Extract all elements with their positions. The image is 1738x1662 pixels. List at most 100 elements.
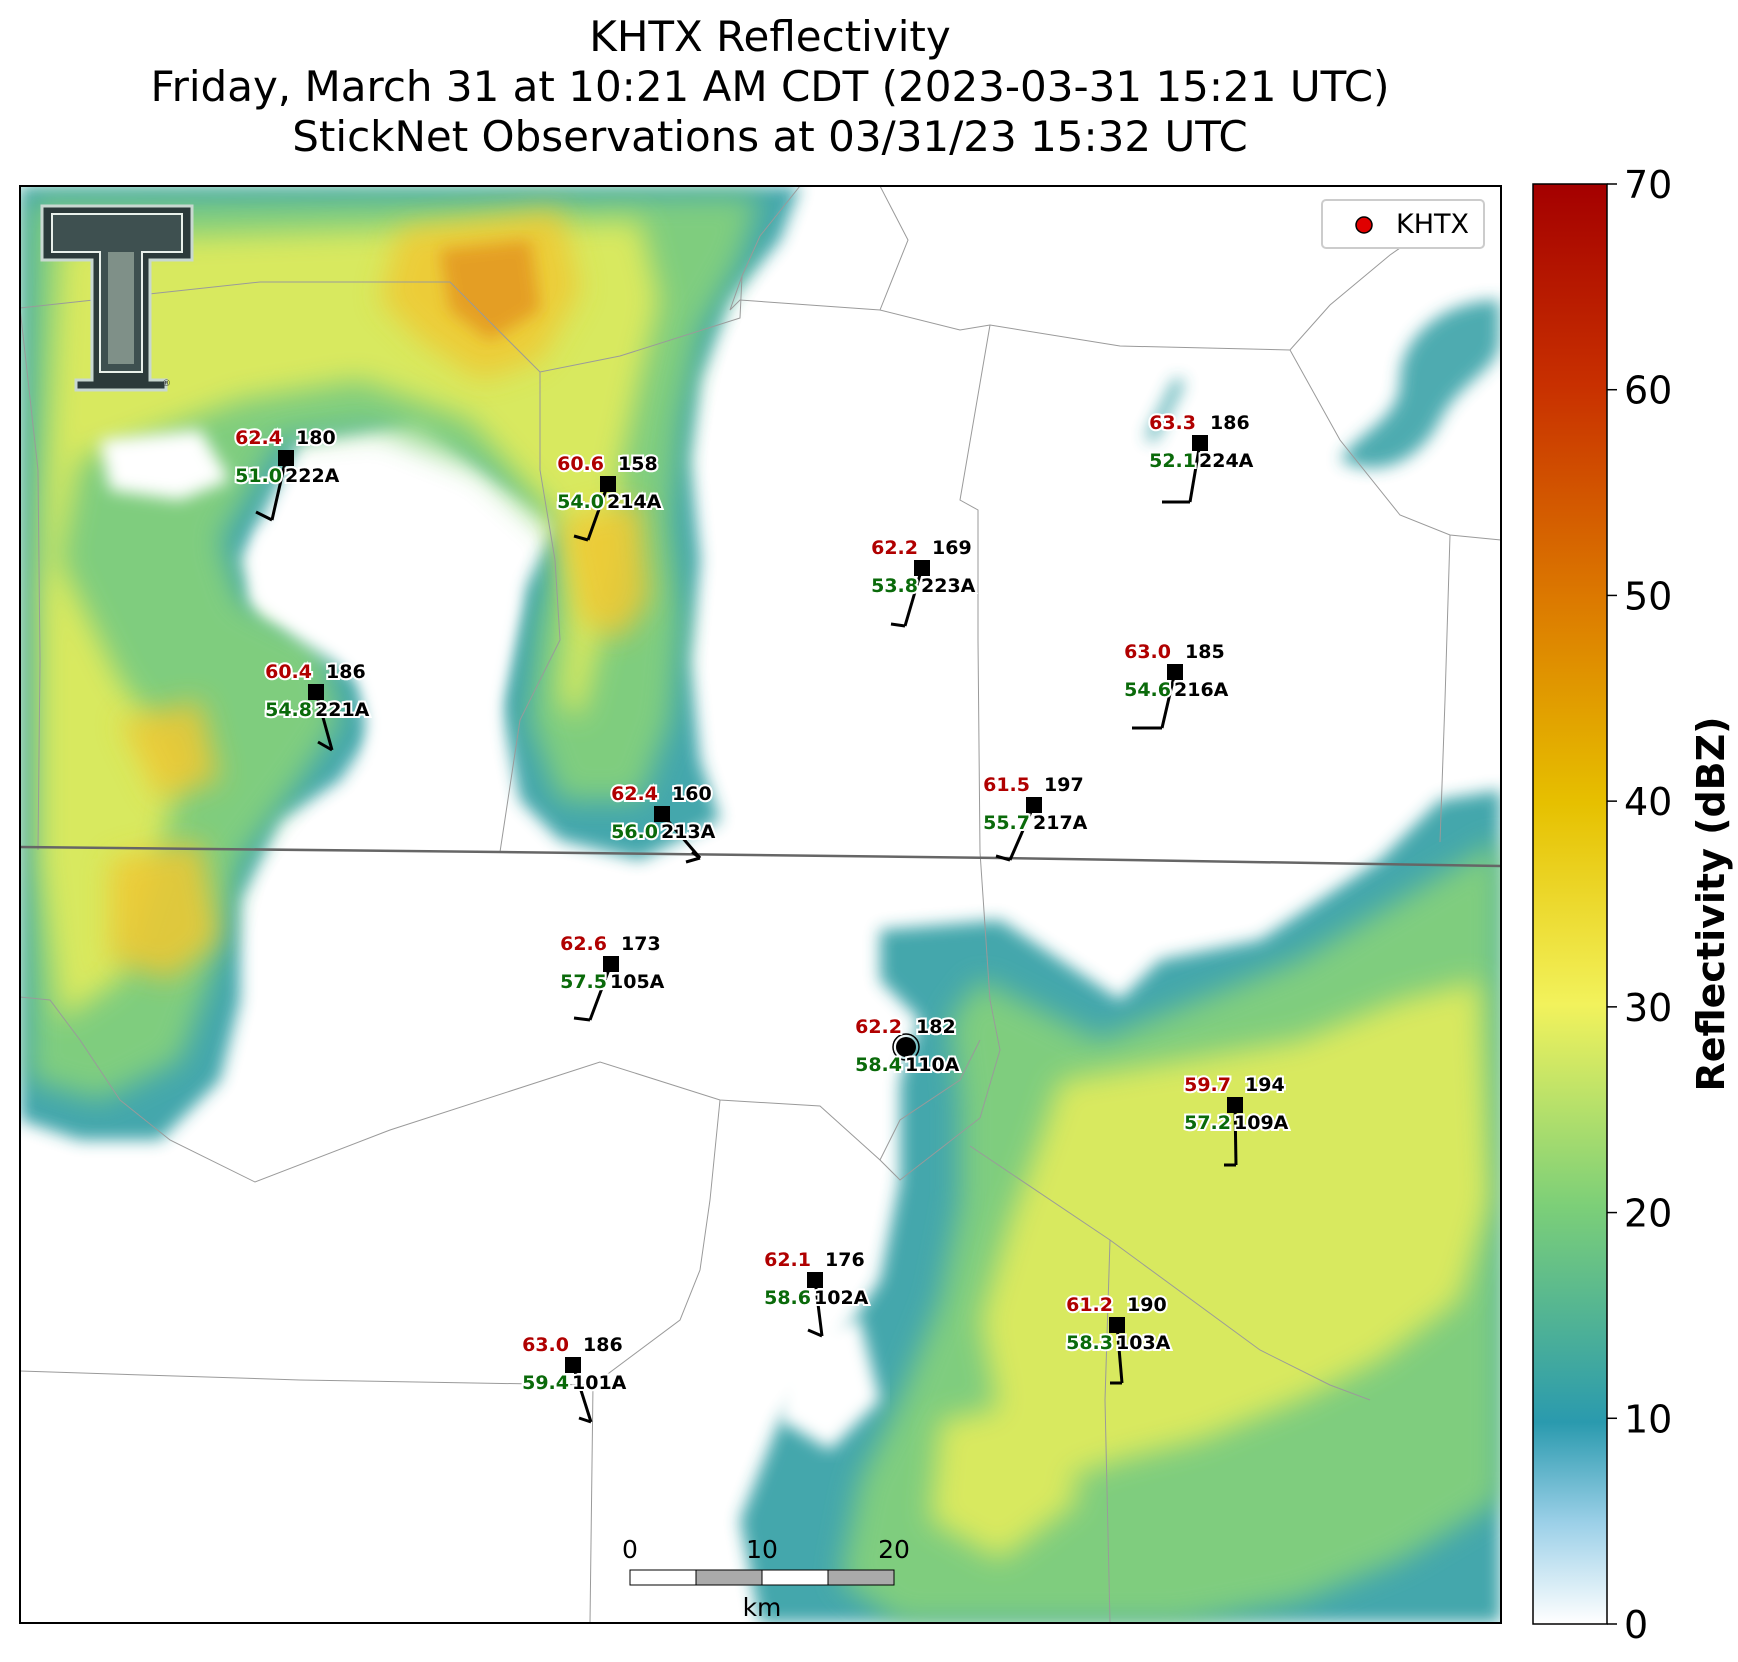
legend-marker-icon <box>1355 216 1373 234</box>
station-103A: 61.2 190 58.3 103A <box>1064 1292 1173 1385</box>
station-dewpoint: 55.7 <box>983 812 1030 834</box>
station-214A: 60.6 158 54.0 214A <box>555 451 664 542</box>
station-temp: 62.4 <box>235 427 282 449</box>
legend-label: KHTX <box>1396 209 1469 240</box>
state-border <box>19 845 1502 868</box>
station-marker-icon <box>565 1357 581 1373</box>
wind-barb-flag <box>317 740 333 752</box>
station-id: 216A <box>1174 679 1229 701</box>
station-dewpoint: 52.1 <box>1149 450 1196 472</box>
scale-bar: 0 10 20 km <box>622 1535 910 1622</box>
station-dewpoint: 58.3 <box>1066 1332 1113 1354</box>
wind-barb-staff <box>314 691 334 751</box>
station-marker-icon <box>278 450 294 466</box>
colorbar-tick-label: 10 <box>1624 1397 1672 1441</box>
stations-layer: 62.4 180 51.0 222A 60.6 158 54.0 214A 62.2 169 53.… <box>233 410 1291 1424</box>
station-temp: 61.2 <box>1066 1294 1113 1316</box>
station-id: 101A <box>572 1372 627 1394</box>
station-temp: 59.7 <box>1184 1074 1231 1096</box>
wind-barb-staff <box>813 1279 824 1337</box>
wind-barb-staff <box>571 1364 593 1423</box>
station-marker-icon <box>654 806 670 822</box>
station-213A: 62.4 160 56.0 213A <box>609 781 718 864</box>
scale-tick-10: 10 <box>746 1535 778 1564</box>
station-dewpoint: 57.5 <box>560 971 607 993</box>
station-id: 213A <box>661 821 716 843</box>
wind-barb-flag <box>890 622 906 628</box>
station-221A: 60.4 186 54.8 221A <box>263 659 372 752</box>
colorbar-tick-label: 30 <box>1624 986 1672 1030</box>
wind-barb-flag <box>255 510 273 522</box>
station-marker-icon <box>1227 1097 1243 1113</box>
station-dewpoint: 54.6 <box>1124 679 1171 701</box>
wind-barb-flag <box>995 854 1011 862</box>
wind-barb-flag <box>578 1416 592 1424</box>
colorbar-ticks: 0 10 20 30 40 50 60 70 <box>1607 163 1672 1647</box>
station-dewpoint: 54.8 <box>265 699 312 721</box>
wind-barb-staff <box>588 963 613 1021</box>
station-222A: 62.4 180 51.0 222A <box>233 425 342 522</box>
station-id: 224A <box>1199 450 1254 472</box>
title-line-3: StickNet Observations at 03/31/23 15:32 … <box>292 112 1248 161</box>
radar-site-khtx-icon <box>896 1037 916 1057</box>
scale-unit: km <box>743 1593 782 1622</box>
wind-barb-flag <box>573 1016 591 1022</box>
station-101A: 63.0 186 59.4 101A <box>520 1332 629 1424</box>
station-id: 222A <box>285 465 340 487</box>
wind-barb-flag <box>685 856 701 864</box>
scale-tick-0: 0 <box>622 1535 638 1564</box>
station-dewpoint: 58.6 <box>764 1287 811 1309</box>
wind-barb-staff <box>1233 1104 1238 1166</box>
station-dewpoint: 57.2 <box>1184 1112 1231 1134</box>
station-wind-dir: 185 <box>1185 641 1225 663</box>
station-wind-dir: 176 <box>825 1249 865 1271</box>
station-wind-dir: 186 <box>1210 412 1250 434</box>
station-temp: 62.6 <box>560 933 607 955</box>
station-wind-dir: 197 <box>1044 774 1084 796</box>
map-frame <box>19 185 1502 1624</box>
station-105A: 62.6 173 57.5 105A <box>558 931 667 1022</box>
wind-barb-flag <box>691 850 701 860</box>
station-marker-icon <box>914 560 930 576</box>
station-id: 109A <box>1234 1112 1289 1134</box>
colorbar: 0 10 20 30 40 50 60 70 Reflectivity (dBZ) <box>1532 163 1733 1647</box>
colorbar-tick-label: 20 <box>1624 1192 1672 1236</box>
station-marker-icon <box>600 476 616 492</box>
wind-barb-staff <box>1008 804 1036 861</box>
station-id: 217A <box>1033 812 1088 834</box>
station-109A: 59.7 194 57.2 109A <box>1182 1072 1291 1167</box>
station-marker-icon <box>1109 1317 1125 1333</box>
wind-barb-staff <box>586 483 610 541</box>
station-temp: 60.4 <box>265 661 312 683</box>
station-wind-dir: 160 <box>672 783 712 805</box>
station-id: 105A <box>610 971 665 993</box>
station-temp: 62.1 <box>764 1249 811 1271</box>
title-line-2: Friday, March 31 at 10:21 AM CDT (2023-0… <box>150 62 1390 111</box>
station-wind-dir: 158 <box>618 453 658 475</box>
station-dewpoint: 59.4 <box>522 1372 569 1394</box>
station-id: 103A <box>1116 1332 1171 1354</box>
wind-barb-staff <box>1188 442 1202 503</box>
station-223A: 62.2 169 53.8 223A <box>869 535 978 628</box>
station-id: 214A <box>607 491 662 513</box>
station-temp: 63.3 <box>1149 412 1196 434</box>
station-wind-dir: 180 <box>296 427 336 449</box>
wind-barb-flag <box>573 534 589 542</box>
station-dewpoint: 58.4 <box>855 1054 902 1076</box>
reflectivity-echoes <box>20 186 1501 1623</box>
station-temp: 62.4 <box>611 783 658 805</box>
station-temp: 62.2 <box>871 537 918 559</box>
station-id: 102A <box>814 1287 869 1309</box>
station-temp: 62.2 <box>855 1016 902 1038</box>
wind-barb-staff <box>1115 1324 1124 1384</box>
colorbar-gradient <box>1532 183 1608 1625</box>
station-marker-icon <box>1192 435 1208 451</box>
wind-barb-staff <box>903 567 924 627</box>
station-temp: 61.5 <box>983 774 1030 796</box>
station-temp: 63.0 <box>1124 641 1171 663</box>
svg-text:®: ® <box>162 379 171 389</box>
station-216A: 63.0 185 54.6 216A <box>1122 639 1231 730</box>
legend: KHTX <box>1321 199 1485 249</box>
station-id: 223A <box>921 575 976 597</box>
